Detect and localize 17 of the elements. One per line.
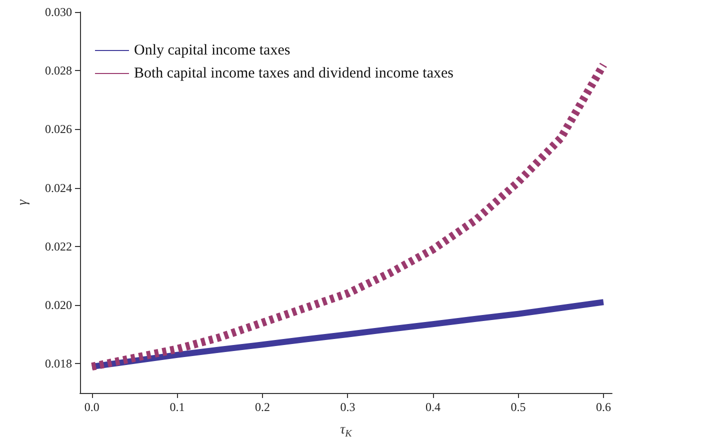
- x-tick-label: 0.6: [596, 400, 611, 414]
- x-tick-label: 0.5: [510, 400, 526, 414]
- legend-label: Both capital income taxes and dividend income taxes: [134, 66, 454, 82]
- x-tick-label: 0.3: [340, 400, 356, 414]
- y-tick-label: 0.024: [45, 180, 72, 195]
- x-tick-label: 0.0: [84, 400, 100, 414]
- y-tick-label: 0.022: [45, 239, 72, 254]
- y-axis-title: γ: [16, 199, 30, 206]
- y-tick-label: 0.020: [45, 298, 72, 312]
- y-tick-label: 0.028: [45, 64, 72, 78]
- y-tick-label: 0.026: [45, 122, 72, 136]
- x-tick-label: 0.1: [170, 400, 185, 414]
- legend-label: Only capital income taxes: [134, 42, 290, 58]
- x-tick-label: 0.4: [425, 400, 440, 414]
- x-tick-label: 0.2: [254, 400, 270, 414]
- y-tick-label: 0.018: [45, 356, 72, 371]
- y-tick-label: 0.030: [45, 5, 72, 19]
